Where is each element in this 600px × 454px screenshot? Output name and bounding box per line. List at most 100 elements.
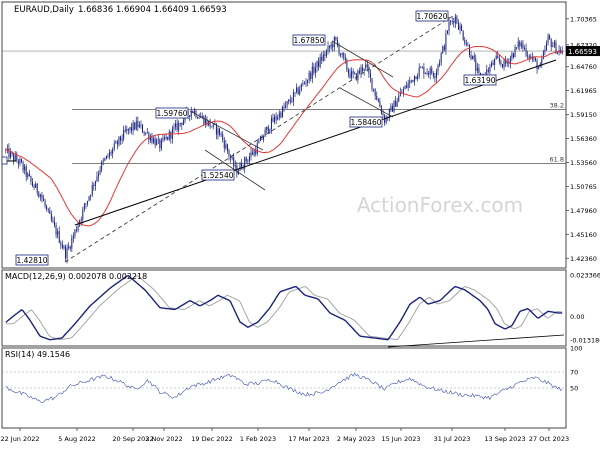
price-tick-label-10: 1.42360 xyxy=(570,255,597,263)
candle-body-279 xyxy=(443,46,445,51)
candle-body-11 xyxy=(22,162,24,171)
candle-body-338 xyxy=(536,60,538,70)
candle-body-138 xyxy=(222,134,224,140)
candle-body-198 xyxy=(316,60,318,68)
candle-body-274 xyxy=(435,71,437,78)
candle-body-170 xyxy=(272,118,274,122)
candle-body-112 xyxy=(181,123,183,125)
candle-body-37 xyxy=(63,246,65,248)
candle-body-317 xyxy=(503,59,505,68)
candle-body-128 xyxy=(206,118,208,126)
candle-body-155 xyxy=(248,156,250,162)
candle-body-57 xyxy=(94,181,96,187)
candle-body-145 xyxy=(233,157,235,167)
candle-body-332 xyxy=(527,55,529,57)
channel-line-1 xyxy=(331,40,394,78)
candle-body-15 xyxy=(28,173,30,177)
candle-body-75 xyxy=(123,129,125,140)
candle-body-286 xyxy=(454,16,456,24)
candle-body-18 xyxy=(33,185,35,188)
candle-body-82 xyxy=(134,122,136,130)
candle-body-248 xyxy=(395,100,397,107)
candle-body-259 xyxy=(412,79,414,82)
channel-line-2 xyxy=(339,87,394,118)
candle-body-265 xyxy=(421,67,423,68)
candle-body-122 xyxy=(197,117,199,119)
candle-body-255 xyxy=(406,85,408,88)
candle-body-191 xyxy=(305,82,307,84)
candle-body-42 xyxy=(71,238,73,249)
candle-body-337 xyxy=(534,58,536,61)
fib-label-0: 38.2 xyxy=(550,101,564,109)
candle-body-175 xyxy=(280,112,282,118)
candle-body-166 xyxy=(266,126,268,130)
candle-body-74 xyxy=(121,139,123,141)
candle-body-301 xyxy=(478,67,480,73)
candle-body-238 xyxy=(379,101,381,108)
candle-body-149 xyxy=(239,163,241,171)
pivot-label-4: 1.58460 xyxy=(350,118,381,127)
candle-body-19 xyxy=(35,183,37,188)
candle-body-95 xyxy=(154,138,156,146)
candle-body-29 xyxy=(50,213,52,221)
candle-body-331 xyxy=(525,48,527,56)
candle-body-270 xyxy=(429,68,431,75)
candle-body-242 xyxy=(385,117,387,123)
candle-body-53 xyxy=(88,196,90,201)
candle-body-339 xyxy=(538,67,540,70)
candle-body-24 xyxy=(43,198,45,202)
candle-body-261 xyxy=(415,76,417,80)
candle-body-52 xyxy=(87,200,89,204)
candle-body-31 xyxy=(54,221,56,226)
candle-body-123 xyxy=(198,117,200,119)
candle-body-264 xyxy=(420,67,422,69)
x-tick-label-9: 31 Jul 2023 xyxy=(434,435,471,443)
candle-body-342 xyxy=(542,52,544,59)
candle-body-174 xyxy=(278,112,280,118)
candle-body-219 xyxy=(349,73,351,78)
candle-body-36 xyxy=(61,244,63,248)
symbol-label: EURAUD,Daily xyxy=(14,5,74,15)
candle-body-253 xyxy=(402,89,404,93)
candle-body-294 xyxy=(467,44,469,46)
candle-body-184 xyxy=(294,92,296,93)
candle-body-30 xyxy=(52,220,54,222)
candle-body-136 xyxy=(219,128,221,135)
candle-body-223 xyxy=(355,73,357,81)
candle-body-328 xyxy=(520,43,522,47)
candle-body-150 xyxy=(241,163,243,169)
candle-body-76 xyxy=(124,129,126,132)
candle-body-90 xyxy=(146,132,148,134)
candle-body-221 xyxy=(352,71,354,74)
candle-body-152 xyxy=(244,157,246,169)
price-tick-label-0: 1.70365 xyxy=(570,15,597,23)
candle-body-14 xyxy=(27,173,29,177)
candle-body-173 xyxy=(277,117,279,120)
candle-body-73 xyxy=(120,136,122,141)
candle-body-268 xyxy=(426,72,428,74)
candle-body-13 xyxy=(25,166,27,177)
candle-body-235 xyxy=(374,88,376,96)
left-marker-box xyxy=(1,156,8,165)
pivot-box-6 xyxy=(463,74,497,86)
candle-body-330 xyxy=(523,48,525,49)
candle-body-17 xyxy=(32,181,34,186)
candle-body-103 xyxy=(167,136,169,140)
candle-body-256 xyxy=(407,83,409,88)
candle-body-236 xyxy=(376,95,378,100)
price-tick-label-2: 1.64760 xyxy=(570,63,597,71)
candle-body-96 xyxy=(156,139,158,146)
candle-body-316 xyxy=(501,64,503,68)
candle-body-109 xyxy=(176,123,178,131)
candle-body-190 xyxy=(303,83,305,84)
candle-body-59 xyxy=(98,173,100,177)
candle-body-34 xyxy=(58,231,60,243)
macd-tick-label-1: 0.00 xyxy=(570,313,584,321)
pivot-label-6: 1.63190 xyxy=(464,76,495,85)
candle-body-313 xyxy=(497,55,499,59)
candle-body-141 xyxy=(226,144,228,151)
x-tick-label-2: 20 Sep 2022 xyxy=(112,435,153,443)
candle-body-267 xyxy=(424,72,426,75)
candle-body-85 xyxy=(138,124,140,128)
